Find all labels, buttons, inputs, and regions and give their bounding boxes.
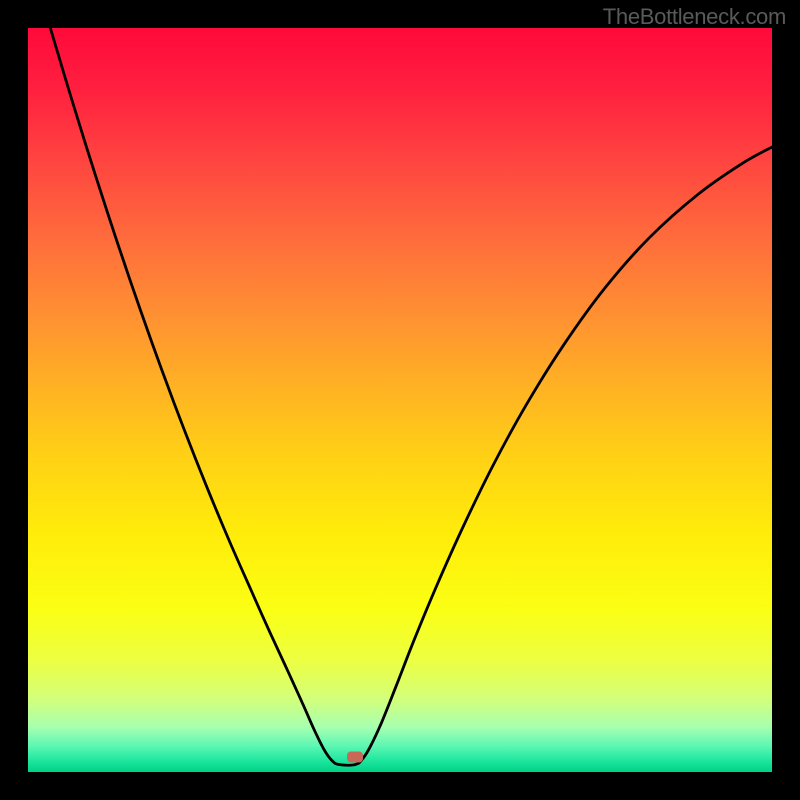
- plot-area: [28, 28, 772, 772]
- watermark-text: TheBottleneck.com: [603, 4, 786, 30]
- curve-line: [28, 28, 772, 772]
- minimum-marker: [347, 752, 363, 763]
